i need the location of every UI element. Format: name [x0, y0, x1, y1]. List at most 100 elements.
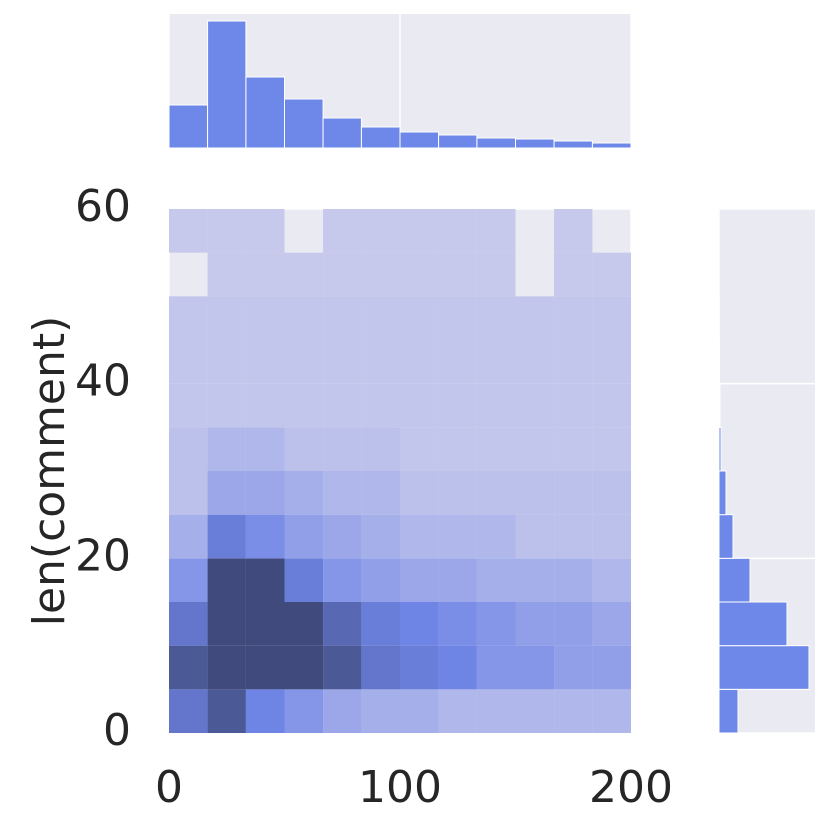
- heatmap-cell: [323, 296, 361, 340]
- heatmap-cell: [285, 253, 324, 297]
- right-hist-bar: [719, 340, 720, 384]
- heatmap-cell: [516, 689, 555, 733]
- heatmap-cell: [400, 602, 439, 646]
- top-hist-bar: [169, 105, 208, 148]
- y-tick-label: 0: [103, 705, 131, 756]
- heatmap-cell: [554, 689, 592, 733]
- top-hist-bar: [246, 77, 285, 148]
- heatmap-cell: [361, 515, 400, 559]
- heatmap-cell: [246, 515, 285, 559]
- heatmap-cell: [208, 558, 246, 602]
- heatmap-cell: [323, 646, 361, 690]
- top-hist-bar: [361, 127, 400, 148]
- heatmap-cell: [592, 296, 631, 340]
- heatmap-cell: [208, 471, 246, 515]
- right-hist-bar: [719, 602, 787, 646]
- heatmap-cell: [285, 558, 324, 602]
- x-tick-label: 100: [358, 762, 442, 813]
- top-hist-bar: [208, 21, 246, 148]
- heatmap-cell: [516, 558, 555, 602]
- heatmap-cell: [439, 646, 477, 690]
- heatmap-cell: [592, 427, 631, 471]
- heatmap-cell: [400, 384, 439, 428]
- top-hist-bar: [592, 143, 631, 148]
- heatmap-cell: [208, 646, 246, 690]
- heatmap-cell: [208, 340, 246, 384]
- y-axis-label: len(comment): [24, 316, 75, 627]
- heatmap-cell: [477, 427, 516, 471]
- heatmap-cell: [554, 384, 592, 428]
- heatmap-cell: [208, 253, 246, 297]
- top-hist-bar: [477, 138, 516, 148]
- heatmap-cell: [285, 515, 324, 559]
- heatmap-cell: [323, 471, 361, 515]
- heatmap-cell: [323, 689, 361, 733]
- heatmap-cell: [169, 209, 208, 253]
- heatmap-cell: [323, 427, 361, 471]
- heatmap-cell: [592, 340, 631, 384]
- top-hist-bar: [285, 99, 324, 148]
- heatmap-cell: [439, 471, 477, 515]
- heatmap-cell: [323, 602, 361, 646]
- heatmap-cell: [285, 296, 324, 340]
- heatmap-cell: [516, 296, 555, 340]
- right-hist-bar: [719, 558, 750, 602]
- heatmap-cell: [477, 558, 516, 602]
- heatmap-cell: [323, 384, 361, 428]
- y-tick-label: 40: [75, 356, 131, 407]
- heatmap-cell: [361, 471, 400, 515]
- heatmap-cell: [169, 427, 208, 471]
- heatmap-cell: [439, 689, 477, 733]
- heatmap-cell: [439, 253, 477, 297]
- heatmap-cell: [477, 296, 516, 340]
- heatmap-cell: [477, 340, 516, 384]
- heatmap-cell: [439, 296, 477, 340]
- heatmap-cell: [361, 558, 400, 602]
- heatmap-cell: [439, 340, 477, 384]
- heatmap-cell: [246, 340, 285, 384]
- heatmap-cell: [246, 209, 285, 253]
- heatmap-cell: [285, 602, 324, 646]
- heatmap-cell: [554, 253, 592, 297]
- heatmap-cell: [477, 384, 516, 428]
- heatmap-cell: [592, 384, 631, 428]
- heatmap-cell: [246, 427, 285, 471]
- heatmap-cell: [516, 515, 555, 559]
- heatmap-cell: [592, 253, 631, 297]
- heatmap-cell: [477, 253, 516, 297]
- right-hist-bar: [719, 427, 721, 471]
- heatmap-cell: [554, 515, 592, 559]
- heatmap-cell: [516, 646, 555, 690]
- heatmap-cell: [554, 209, 592, 253]
- heatmap-cell: [592, 558, 631, 602]
- heatmap-cell: [285, 384, 324, 428]
- heatmap-cell: [554, 340, 592, 384]
- heatmap-cell: [323, 558, 361, 602]
- heatmap-cell: [246, 558, 285, 602]
- heatmap-cell: [439, 384, 477, 428]
- heatmap-cell: [554, 427, 592, 471]
- heatmap-cell: [516, 340, 555, 384]
- heatmap-cell: [361, 646, 400, 690]
- heatmap-cell: [169, 384, 208, 428]
- top-hist-bar: [554, 141, 592, 148]
- right-hist-bar: [719, 515, 733, 559]
- heatmap-cell: [400, 689, 439, 733]
- heatmap-cell: [400, 471, 439, 515]
- heatmap-cell: [246, 602, 285, 646]
- heatmap-cell: [477, 602, 516, 646]
- heatmap-cell: [516, 384, 555, 428]
- heatmap-cell: [323, 209, 361, 253]
- heatmap-cell: [400, 427, 439, 471]
- heatmap-cell: [554, 646, 592, 690]
- heatmap-cell: [361, 209, 400, 253]
- heatmap-cell: [400, 646, 439, 690]
- heatmap-cell: [361, 253, 400, 297]
- heatmap-cell: [323, 515, 361, 559]
- right-hist-bar: [719, 471, 726, 515]
- heatmap-cell: [208, 602, 246, 646]
- heatmap-cell: [400, 209, 439, 253]
- heatmap-cell: [285, 471, 324, 515]
- right-hist-bar: [719, 384, 720, 428]
